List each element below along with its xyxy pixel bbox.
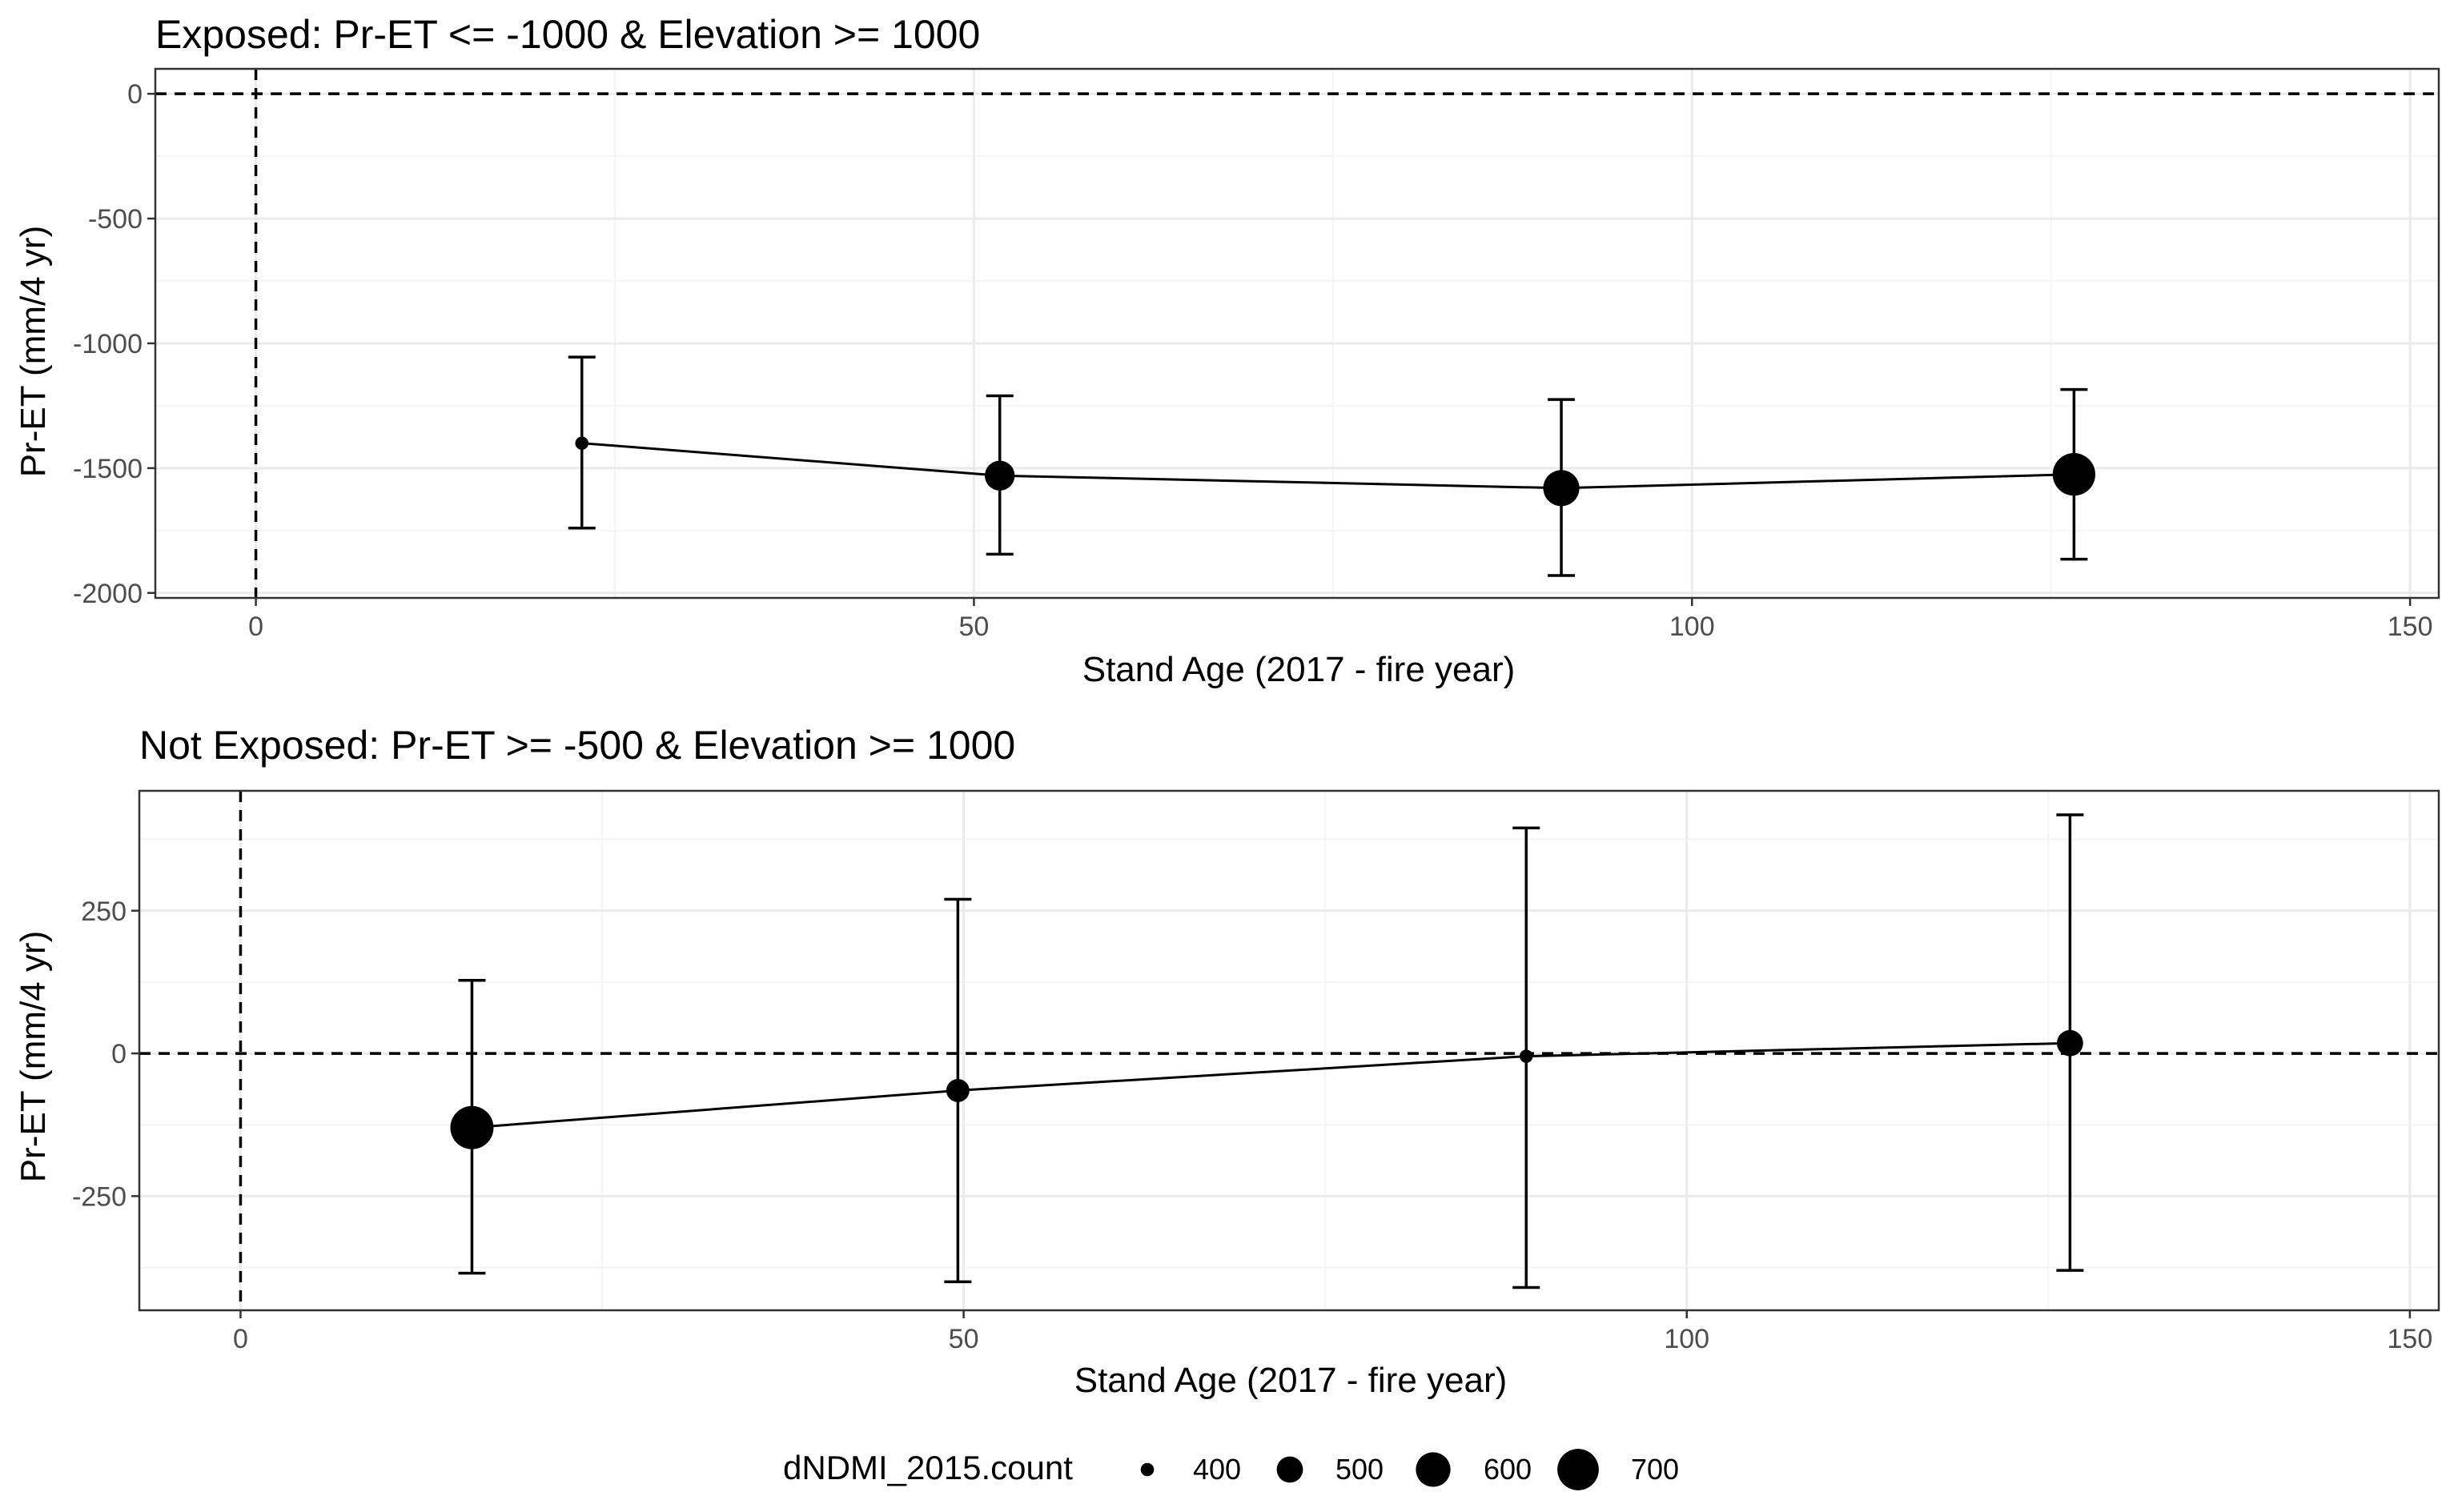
chart-title: Not Exposed: Pr-ET >= -500 & Elevation >… (139, 723, 1015, 768)
x-tick-label: 50 (949, 1324, 979, 1354)
x-tick-label: 0 (233, 1324, 248, 1354)
legend-key (1557, 1449, 1599, 1490)
x-tick-label: 50 (959, 612, 990, 642)
legend-label: 600 (1484, 1453, 1532, 1486)
axis-ticks: 0 50 100 150 250 0 -250 (72, 896, 2432, 1354)
panel-border (154, 67, 2440, 600)
x-tick-label: 0 (248, 612, 263, 642)
y-tick-label: -500 (88, 204, 143, 235)
x-axis-title: Stand Age (2017 - fire year) (1074, 1361, 1508, 1400)
gridlines (139, 791, 2439, 1310)
chart-title: Exposed: Pr-ET <= -1000 & Elevation >= 1… (155, 12, 980, 57)
chart-panel-not-exposed: Not Exposed: Pr-ET >= -500 & Elevation >… (14, 723, 2440, 1400)
chart-panel-exposed: Exposed: Pr-ET <= -1000 & Elevation >= 1… (14, 12, 2440, 689)
data-point (2052, 453, 2096, 496)
series-line (472, 1041, 2070, 1129)
x-tick-label: 100 (1669, 612, 1715, 642)
panel-border (138, 789, 2440, 1312)
size-legend: dNDMI_2015.count 400 500 600 700 (783, 1449, 1679, 1490)
y-axis-title: Pr-ET (mm/4 yr) (14, 931, 53, 1183)
series-line (581, 442, 2074, 490)
data-point (450, 1105, 494, 1149)
legend-label: 500 (1335, 1453, 1384, 1486)
y-tick-label: -1500 (73, 454, 143, 484)
x-tick-label: 150 (2388, 1324, 2433, 1354)
legend-key (1140, 1462, 1155, 1477)
data-point (1543, 470, 1580, 507)
y-tick-label: -250 (72, 1181, 127, 1212)
data-points (575, 436, 2096, 507)
data-point (946, 1078, 970, 1102)
axis-ticks: 0 50 100 150 0 -500 -1000 -1500 -2000 (73, 79, 2432, 642)
data-point (2056, 1029, 2083, 1057)
y-tick-label: 250 (81, 896, 127, 927)
legend-label: 700 (1631, 1453, 1679, 1486)
data-point (1519, 1049, 1533, 1063)
y-axis-title: Pr-ET (mm/4 yr) (14, 226, 53, 478)
legend-items: 400 500 600 700 (1140, 1449, 1679, 1490)
series-lines (581, 442, 2074, 490)
x-axis-title: Stand Age (2017 - fire year) (1082, 650, 1516, 689)
y-tick-label: -1000 (73, 329, 143, 359)
series-lines (472, 1041, 2070, 1129)
y-tick-label: -2000 (73, 579, 143, 609)
x-tick-label: 150 (2388, 612, 2433, 642)
data-points (450, 1029, 2083, 1149)
data-point (985, 460, 1015, 491)
x-tick-label: 100 (1664, 1324, 1709, 1354)
y-tick-label: 0 (127, 79, 143, 110)
data-point (575, 436, 589, 450)
legend-title: dNDMI_2015.count (783, 1449, 1073, 1486)
legend-label: 400 (1193, 1453, 1241, 1486)
y-tick-label: 0 (111, 1039, 127, 1069)
legend-key (1276, 1456, 1303, 1483)
reference-lines (155, 69, 2439, 598)
reference-lines (139, 791, 2439, 1310)
legend-key (1416, 1452, 1451, 1487)
